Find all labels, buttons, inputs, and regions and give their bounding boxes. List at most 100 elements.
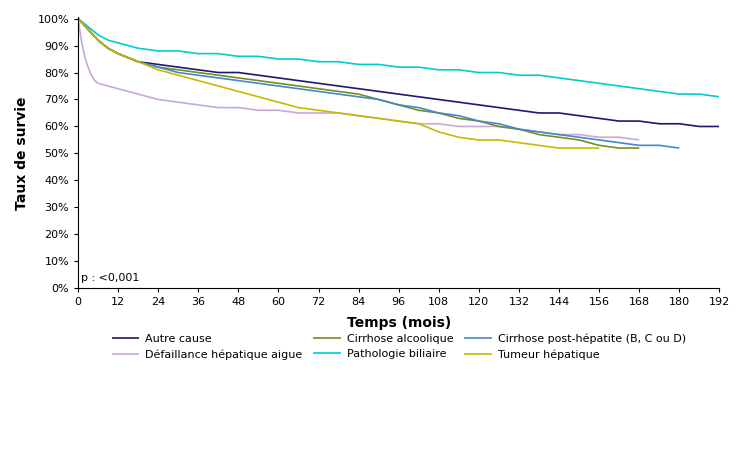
Autre cause: [133, 59, 142, 64]
Autre cause: [354, 86, 363, 91]
Défaillance hépatique aigue: [133, 91, 142, 97]
Pathologie biliaire: [574, 78, 583, 83]
Défaillance hépatique aigue: [194, 102, 203, 108]
Pathologie biliaire: [414, 64, 423, 70]
Défaillance hépatique aigue: [153, 97, 162, 103]
Défaillance hépatique aigue: [113, 86, 122, 91]
Pathologie biliaire: [715, 94, 724, 100]
Cirrhose post-hépatite (B, C ou D): [274, 83, 283, 89]
Tumeur hépatique: [153, 67, 162, 73]
Cirrhose alcoolique: [234, 75, 243, 81]
Cirrhose post-hépatite (B, C ou D): [314, 89, 323, 94]
Cirrhose post-hépatite (B, C ou D): [194, 72, 203, 78]
Pathologie biliaire: [334, 59, 343, 64]
Défaillance hépatique aigue: [354, 113, 363, 118]
Pathologie biliaire: [615, 83, 624, 89]
Autre cause: [153, 62, 162, 67]
Défaillance hépatique aigue: [104, 83, 112, 89]
Cirrhose post-hépatite (B, C ou D): [354, 94, 363, 100]
Défaillance hépatique aigue: [454, 123, 463, 129]
Cirrhose alcoolique: [274, 81, 283, 86]
Pathologie biliaire: [83, 24, 92, 29]
Défaillance hépatique aigue: [80, 54, 89, 59]
Défaillance hépatique aigue: [495, 123, 504, 129]
X-axis label: Temps (mois): Temps (mois): [346, 315, 451, 329]
Défaillance hépatique aigue: [254, 108, 263, 113]
Autre cause: [194, 67, 203, 73]
Cirrhose alcoolique: [113, 51, 122, 56]
Tumeur hépatique: [554, 145, 563, 151]
Cirrhose alcoolique: [434, 110, 443, 116]
Tumeur hépatique: [83, 27, 92, 32]
Autre cause: [314, 81, 323, 86]
Pathologie biliaire: [394, 64, 403, 70]
Y-axis label: Taux de survie: Taux de survie: [15, 96, 29, 210]
Tumeur hépatique: [374, 116, 383, 121]
Autre cause: [454, 99, 463, 105]
Cirrhose alcoolique: [104, 46, 112, 51]
Autre cause: [574, 113, 583, 118]
Autre cause: [615, 118, 624, 124]
Cirrhose post-hépatite (B, C ou D): [655, 143, 664, 148]
Cirrhose post-hépatite (B, C ou D): [113, 51, 122, 56]
Cirrhose post-hépatite (B, C ou D): [574, 135, 583, 140]
Tumeur hépatique: [534, 143, 543, 148]
Pathologie biliaire: [74, 16, 83, 21]
Autre cause: [334, 83, 343, 89]
Défaillance hépatique aigue: [314, 110, 323, 116]
Défaillance hépatique aigue: [294, 110, 303, 116]
Cirrhose post-hépatite (B, C ou D): [595, 137, 603, 143]
Autre cause: [434, 97, 443, 103]
Pathologie biliaire: [655, 89, 664, 94]
Cirrhose alcoolique: [374, 97, 383, 103]
Cirrhose alcoolique: [354, 91, 363, 97]
Cirrhose post-hépatite (B, C ou D): [495, 121, 504, 127]
Autre cause: [554, 110, 563, 116]
Cirrhose post-hépatite (B, C ou D): [94, 37, 103, 43]
Défaillance hépatique aigue: [554, 132, 563, 137]
Line: Cirrhose post-hépatite (B, C ou D): Cirrhose post-hépatite (B, C ou D): [78, 19, 679, 148]
Cirrhose post-hépatite (B, C ou D): [615, 140, 624, 145]
Pathologie biliaire: [434, 67, 443, 73]
Défaillance hépatique aigue: [174, 99, 183, 105]
Défaillance hépatique aigue: [334, 110, 343, 116]
Défaillance hépatique aigue: [534, 129, 543, 135]
Line: Défaillance hépatique aigue: Défaillance hépatique aigue: [78, 19, 639, 140]
Tumeur hépatique: [434, 129, 443, 135]
Cirrhose post-hépatite (B, C ou D): [83, 27, 92, 32]
Autre cause: [104, 46, 112, 51]
Cirrhose alcoolique: [635, 145, 644, 151]
Pathologie biliaire: [214, 51, 223, 56]
Cirrhose alcoolique: [334, 89, 343, 94]
Autre cause: [495, 105, 504, 110]
Cirrhose alcoolique: [94, 37, 103, 43]
Défaillance hépatique aigue: [394, 118, 403, 124]
Cirrhose alcoolique: [615, 145, 624, 151]
Pathologie biliaire: [254, 54, 263, 59]
Tumeur hépatique: [334, 110, 343, 116]
Cirrhose post-hépatite (B, C ou D): [554, 132, 563, 137]
Tumeur hépatique: [234, 89, 243, 94]
Cirrhose post-hépatite (B, C ou D): [234, 78, 243, 83]
Pathologie biliaire: [194, 51, 203, 56]
Tumeur hépatique: [254, 94, 263, 100]
Défaillance hépatique aigue: [83, 64, 92, 70]
Tumeur hépatique: [574, 145, 583, 151]
Cirrhose post-hépatite (B, C ou D): [174, 70, 183, 75]
Défaillance hépatique aigue: [77, 37, 86, 43]
Cirrhose alcoolique: [534, 132, 543, 137]
Cirrhose alcoolique: [74, 16, 83, 21]
Cirrhose post-hépatite (B, C ou D): [635, 143, 644, 148]
Tumeur hépatique: [274, 99, 283, 105]
Cirrhose alcoolique: [153, 64, 162, 70]
Cirrhose alcoolique: [554, 135, 563, 140]
Cirrhose post-hépatite (B, C ou D): [454, 113, 463, 118]
Tumeur hépatique: [515, 140, 524, 145]
Tumeur hépatique: [475, 137, 484, 143]
Pathologie biliaire: [515, 72, 524, 78]
Cirrhose alcoolique: [294, 83, 303, 89]
Cirrhose post-hépatite (B, C ou D): [515, 126, 524, 132]
Cirrhose alcoolique: [254, 78, 263, 83]
Défaillance hépatique aigue: [574, 132, 583, 137]
Tumeur hépatique: [194, 78, 203, 83]
